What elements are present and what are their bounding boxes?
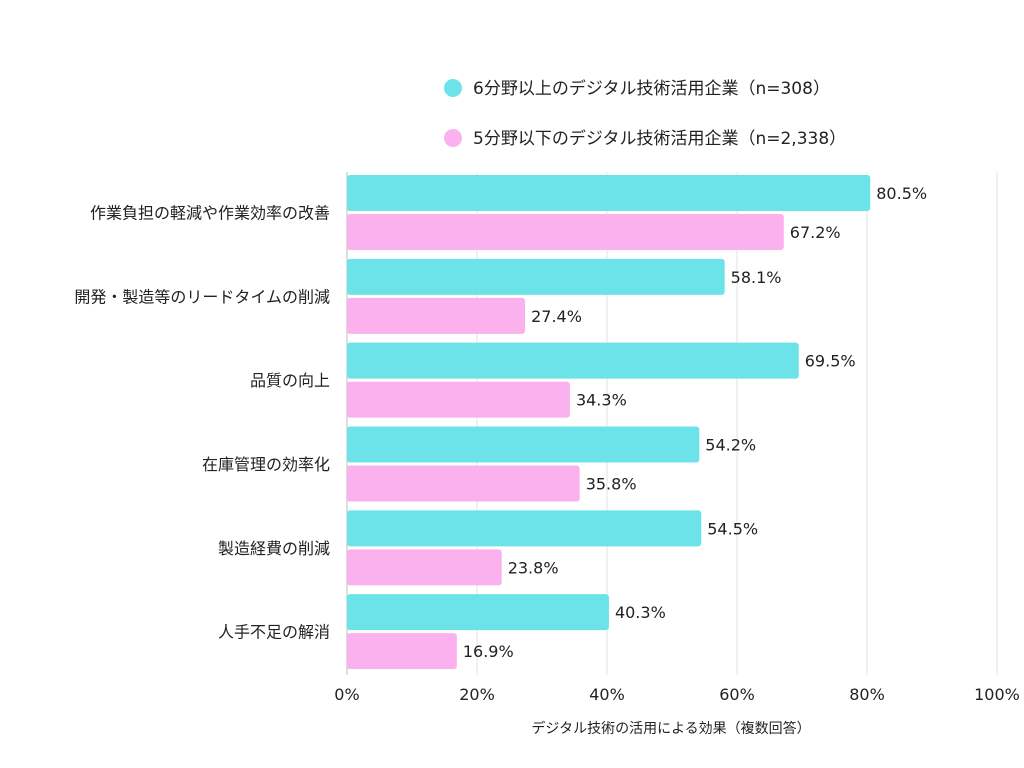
- bar-series-1: [347, 510, 702, 547]
- bar-series-1: [347, 594, 609, 631]
- data-label: 27.4%: [531, 307, 582, 326]
- legend-marker: [444, 79, 462, 97]
- x-tick-label: 40%: [589, 685, 625, 704]
- bar-series-1: [347, 175, 871, 211]
- data-label: 16.9%: [463, 642, 514, 661]
- data-label: 35.8%: [586, 475, 637, 494]
- category-label: 品質の向上: [250, 371, 330, 390]
- data-label: 23.8%: [508, 558, 559, 577]
- bar-series-1: [347, 258, 725, 295]
- x-axis-title: デジタル技術の活用による効果（複数回答）: [531, 720, 810, 737]
- x-tick-label: 20%: [459, 685, 495, 704]
- data-label: 54.2%: [705, 436, 756, 455]
- bar-series-2: [347, 214, 784, 250]
- category-label: 人手不足の解消: [218, 623, 330, 642]
- legend-entry: 6分野以上のデジタル技術活用企業（n=308）: [473, 78, 830, 99]
- chart-gridlines: [346, 172, 998, 675]
- chart-bars: [347, 175, 871, 670]
- category-label: 開発・製造等のリードタイムの削減: [74, 287, 330, 306]
- bar-series-1: [347, 342, 799, 379]
- value-labels: 80.5% 67.2% 58.1% 27.4% 69.5% 34.3% 54.2% 35.8%…: [463, 184, 927, 661]
- data-label: 58.1%: [731, 268, 782, 287]
- bar-series-2: [347, 633, 457, 670]
- bar-series-2: [347, 297, 526, 334]
- category-label: 製造経費の削減: [218, 539, 330, 558]
- data-label: 69.5%: [805, 352, 856, 371]
- x-tick-label: 80%: [849, 685, 885, 704]
- category-labels: 作業負担の軽減や作業効率の改善開発・製造等のリードタイムの削減品質の向上在庫管理…: [74, 204, 330, 642]
- category-label: 作業負担の軽減や作業効率の改善: [90, 204, 330, 223]
- bar-series-2: [347, 381, 570, 418]
- x-tick-label: 100%: [974, 685, 1020, 704]
- bar-series-2: [347, 465, 580, 502]
- x-tick-label: 0%: [334, 685, 359, 704]
- data-label: 80.5%: [876, 184, 927, 203]
- chart-legend: 6分野以上のデジタル技術活用企業（n=308） 5分野以下のデジタル技術活用企業（…: [444, 78, 846, 149]
- category-label: 在庫管理の効率化: [202, 455, 330, 474]
- legend-entry: 5分野以下のデジタル技術活用企業（n=2,338）: [473, 128, 846, 149]
- data-label: 34.3%: [576, 391, 627, 410]
- data-label: 54.5%: [707, 519, 758, 538]
- x-tick-label: 60%: [719, 685, 755, 704]
- data-label: 40.3%: [615, 603, 666, 622]
- data-label: 67.2%: [790, 223, 841, 242]
- bar-series-2: [347, 549, 502, 586]
- legend-marker: [444, 129, 462, 147]
- x-axis-ticks: 0% 20% 40% 60% 80% 100%: [334, 685, 1020, 704]
- bar-series-1: [347, 426, 700, 463]
